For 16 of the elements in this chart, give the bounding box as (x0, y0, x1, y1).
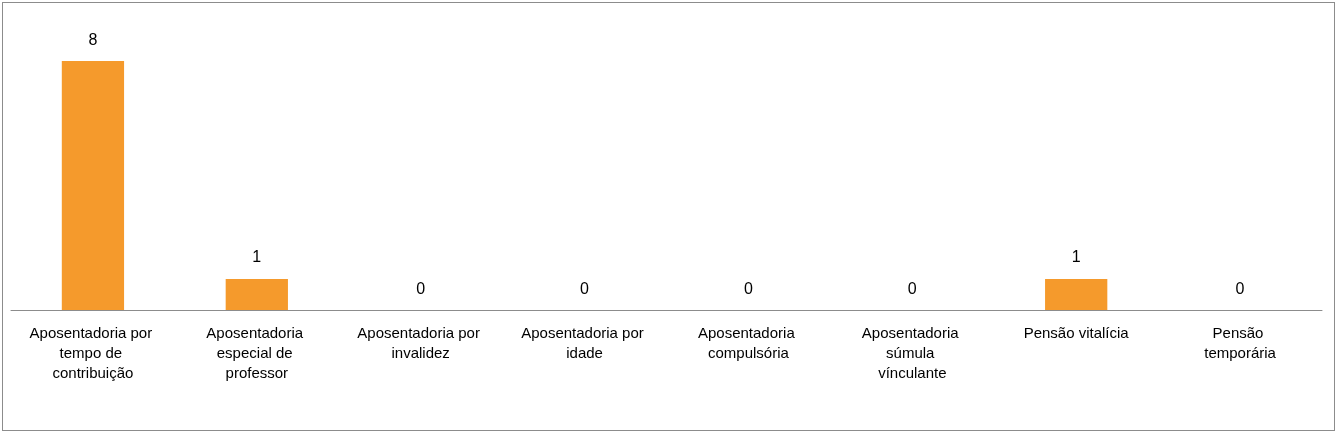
x-tick-label: Pensão vitalícia (1023, 323, 1130, 341)
data-label: 1 (1071, 248, 1081, 266)
data-label: 1 (252, 248, 262, 266)
x-tick-label: Aposentadoria por idade (521, 323, 648, 361)
x-tick-label: Aposentadoria por tempo de contribuição (29, 323, 157, 381)
x-tick-label: Aposentadoria por invalidez (357, 323, 485, 361)
x-tick-label: Aposentadoria especial de professor (206, 323, 308, 381)
data-label: 0 (1235, 279, 1245, 297)
data-label: 8 (88, 30, 98, 48)
data-label: 0 (580, 279, 590, 297)
x-tick-label: Aposentadoria súmula vínculante (861, 323, 963, 381)
data-label: 0 (743, 279, 753, 297)
data-label: 0 (416, 279, 426, 297)
data-label: 0 (907, 279, 917, 297)
x-tick-label: Aposentadoria compulsória (697, 323, 799, 361)
x-tick-label: Pensão temporária (1204, 323, 1277, 361)
